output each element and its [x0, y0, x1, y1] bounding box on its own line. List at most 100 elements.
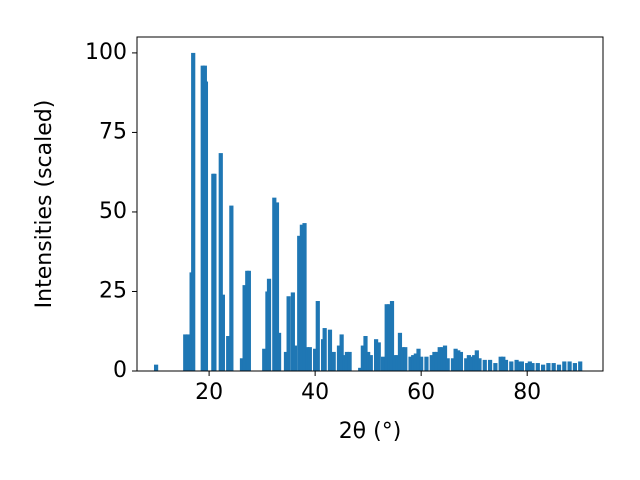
bar	[384, 304, 389, 371]
bar	[519, 361, 524, 371]
bar	[322, 328, 327, 371]
bar	[297, 235, 302, 371]
bar	[313, 348, 318, 371]
bar	[368, 355, 373, 371]
bar	[503, 359, 509, 371]
bar	[434, 351, 440, 371]
bar	[437, 347, 442, 371]
y-tick-label: 0	[113, 358, 127, 383]
bar	[366, 351, 371, 371]
bar	[315, 301, 320, 371]
bar	[413, 353, 418, 371]
bar	[397, 332, 403, 371]
bar	[360, 345, 365, 371]
bar	[567, 361, 572, 371]
bar	[229, 205, 234, 371]
bar	[389, 301, 395, 371]
bar	[183, 334, 188, 371]
bar	[274, 202, 280, 371]
bar	[472, 355, 477, 371]
bar	[283, 351, 289, 371]
bar	[302, 223, 307, 371]
bar	[578, 361, 583, 371]
bar	[487, 359, 493, 371]
bar	[411, 355, 416, 371]
bar	[400, 347, 405, 371]
bar	[514, 359, 519, 371]
bar	[276, 332, 282, 371]
bar	[299, 224, 304, 371]
bar	[509, 361, 514, 371]
bar	[453, 348, 458, 371]
bar	[527, 361, 532, 371]
bar	[493, 363, 498, 371]
bar	[464, 358, 469, 371]
bar	[562, 361, 567, 371]
bar	[477, 358, 482, 371]
bar	[339, 334, 344, 371]
bar	[501, 356, 506, 371]
bar	[432, 351, 437, 371]
bar	[498, 356, 503, 371]
y-tick-label: 100	[85, 40, 127, 65]
x-tick-label: 20	[195, 380, 223, 405]
bar	[392, 355, 397, 371]
bar	[440, 347, 445, 371]
bar	[327, 329, 333, 371]
bar	[474, 350, 479, 371]
bar	[450, 358, 456, 371]
bar	[347, 351, 352, 371]
bar	[535, 363, 540, 371]
bar	[286, 296, 291, 371]
bar	[305, 347, 310, 371]
bar	[307, 347, 312, 371]
bar	[272, 197, 277, 371]
bar	[239, 358, 245, 371]
bar	[456, 350, 461, 371]
bar	[212, 173, 217, 371]
bar	[408, 356, 413, 371]
bar	[546, 363, 551, 371]
bar	[551, 363, 556, 371]
y-tick-label: 25	[99, 278, 127, 303]
bar	[363, 336, 368, 371]
bar	[466, 355, 471, 371]
y-axis-label: Intensities (scaled)	[32, 100, 57, 309]
bar	[387, 304, 392, 371]
bar	[416, 348, 421, 371]
bar	[290, 292, 295, 371]
bar	[482, 359, 487, 371]
bar	[218, 153, 223, 371]
bar	[242, 285, 247, 371]
bar	[191, 52, 196, 372]
bar	[153, 364, 159, 371]
bar	[442, 345, 448, 371]
x-axis-label: 2θ (°)	[339, 419, 402, 444]
bar	[530, 363, 535, 371]
plot-frame	[136, 36, 604, 372]
bar	[517, 361, 522, 371]
bar	[424, 356, 429, 371]
bar	[266, 278, 272, 371]
bar	[226, 336, 231, 371]
bar	[525, 363, 530, 371]
bar	[246, 270, 251, 371]
bar	[331, 351, 336, 371]
bar	[540, 364, 546, 371]
bar	[395, 355, 400, 371]
bar	[373, 339, 379, 371]
bar	[429, 355, 434, 371]
bar	[458, 351, 464, 371]
bar	[344, 351, 350, 371]
bar	[220, 294, 225, 371]
bar	[185, 334, 190, 371]
bar	[469, 356, 474, 371]
bar	[262, 348, 267, 371]
bar	[358, 367, 363, 371]
bar	[342, 355, 347, 371]
bar	[556, 364, 562, 371]
bar	[572, 363, 578, 371]
bar	[403, 347, 408, 371]
bar	[445, 358, 450, 371]
x-tick-label: 80	[513, 380, 541, 405]
